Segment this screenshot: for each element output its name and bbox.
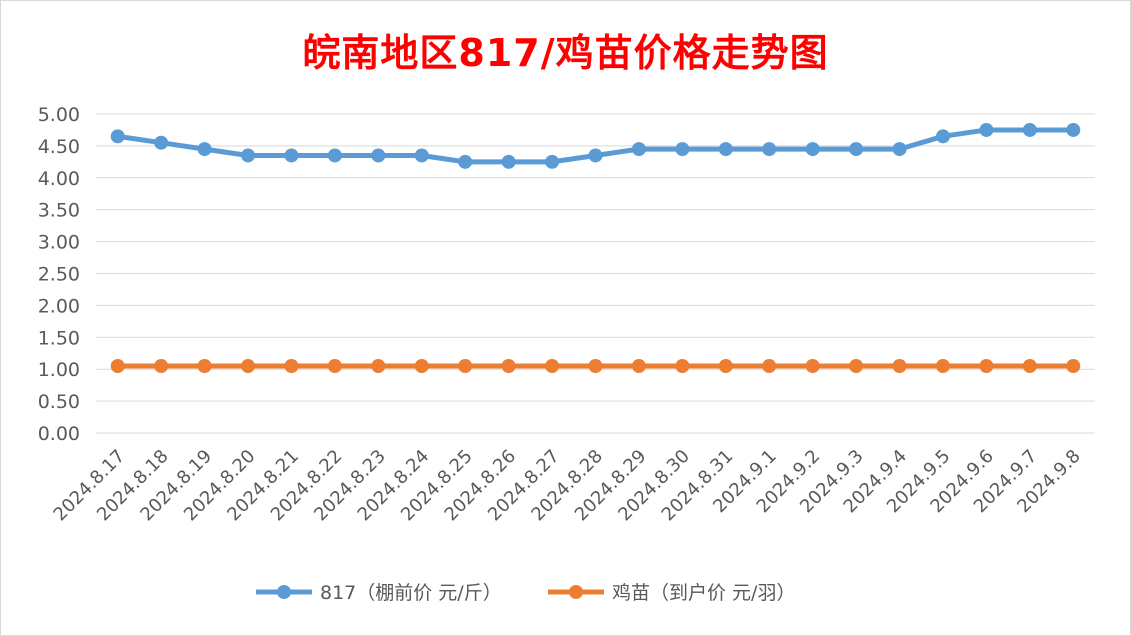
data-point (501, 359, 516, 374)
data-point (1022, 359, 1037, 374)
data-point (241, 359, 256, 374)
y-tick-label: 5.00 (38, 104, 80, 126)
data-point (892, 359, 907, 374)
data-point (414, 148, 429, 163)
data-point (849, 142, 864, 157)
data-point (545, 154, 560, 169)
legend: 817（棚前价 元/斤） 鸡苗（到户价 元/羽） (256, 582, 795, 604)
data-point (979, 122, 994, 137)
data-point (979, 359, 994, 374)
y-tick-label: 3.50 (38, 200, 80, 222)
data-point (1066, 122, 1081, 137)
data-point (762, 142, 777, 157)
chart-title: 皖南地区817/鸡苗价格走势图 (302, 31, 829, 75)
data-point (762, 359, 777, 374)
data-point (631, 142, 646, 157)
data-point (284, 148, 299, 163)
y-tick-label: 2.00 (38, 295, 80, 317)
y-tick-label: 0.00 (38, 423, 80, 445)
series-layer (110, 122, 1081, 374)
data-point (588, 148, 603, 163)
data-point (414, 359, 429, 374)
y-tick-label: 1.00 (38, 359, 80, 381)
data-point (110, 129, 125, 144)
series-1 (110, 359, 1081, 374)
data-point (154, 135, 169, 150)
y-tick-label: 2.50 (38, 264, 80, 286)
data-point (545, 359, 560, 374)
data-point (1066, 359, 1081, 374)
data-point (197, 359, 212, 374)
y-tick-label: 4.00 (38, 168, 80, 190)
legend-item: 鸡苗（到户价 元/羽） (548, 582, 795, 604)
data-point (849, 359, 864, 374)
legend-marker (277, 585, 291, 599)
data-point (718, 359, 733, 374)
data-point (588, 359, 603, 374)
legend-item: 817（棚前价 元/斤） (256, 582, 502, 604)
legend-label: 817（棚前价 元/斤） (320, 582, 502, 604)
data-point (935, 129, 950, 144)
data-point (241, 148, 256, 163)
y-tick-label: 1.50 (38, 327, 80, 349)
data-point (718, 142, 733, 157)
data-point (371, 359, 386, 374)
data-point (935, 359, 950, 374)
data-point (675, 359, 690, 374)
series-0 (110, 122, 1081, 169)
data-point (458, 154, 473, 169)
data-point (1022, 122, 1037, 137)
data-point (197, 142, 212, 157)
data-point (805, 359, 820, 374)
x-axis-ticks: 2024.8.172024.8.182024.8.192024.8.202024… (50, 446, 1085, 526)
data-point (327, 148, 342, 163)
y-tick-label: 3.00 (38, 232, 80, 254)
data-point (458, 359, 473, 374)
y-tick-label: 0.50 (38, 391, 80, 413)
data-point (805, 142, 820, 157)
data-point (631, 359, 646, 374)
legend-label: 鸡苗（到户价 元/羽） (612, 582, 795, 604)
data-point (501, 154, 516, 169)
legend-marker (569, 585, 583, 599)
data-point (154, 359, 169, 374)
data-point (284, 359, 299, 374)
data-point (675, 142, 690, 157)
data-point (892, 142, 907, 157)
y-axis-ticks: 0.00 0.50 1.00 1.50 2.00 2.50 3.00 3.50 4.00 4.50… (38, 104, 80, 445)
data-point (110, 359, 125, 374)
gridlines (96, 113, 1095, 434)
y-tick-label: 4.50 (38, 136, 80, 158)
data-point (327, 359, 342, 374)
data-point (371, 148, 386, 163)
